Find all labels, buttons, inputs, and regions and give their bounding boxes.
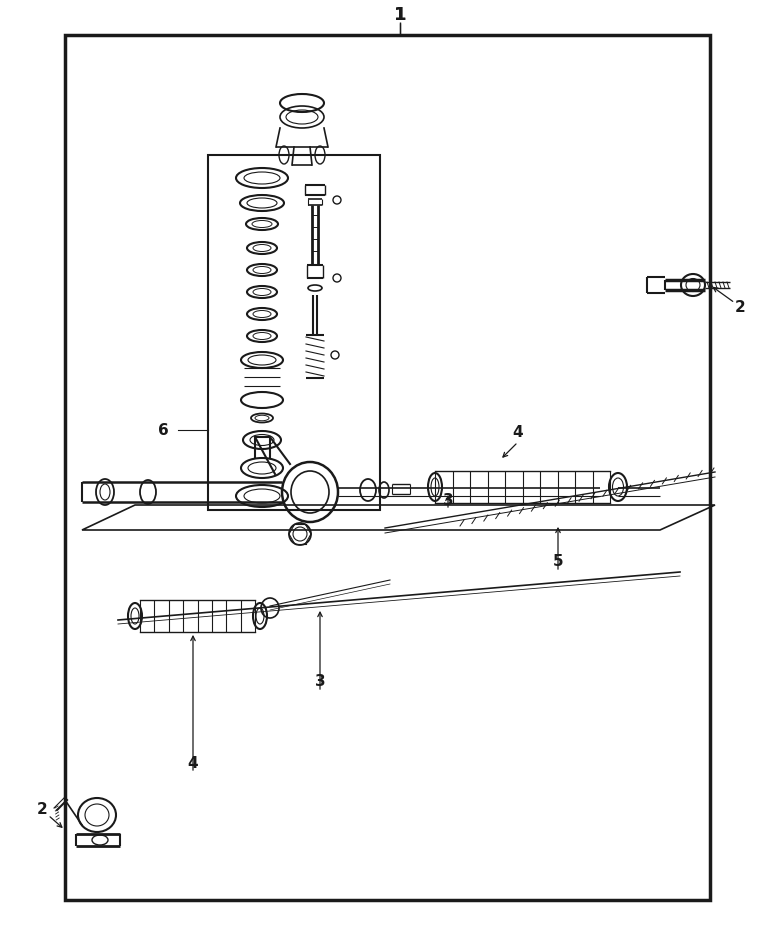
Bar [65, 35, 710, 900]
Text: 1: 1 [393, 6, 407, 24]
Text: 3: 3 [443, 493, 453, 508]
Text: 2: 2 [36, 803, 47, 818]
Bar [208, 155, 380, 510]
Text: 3: 3 [315, 675, 325, 690]
Text: 4: 4 [512, 425, 523, 440]
Text: 2: 2 [734, 301, 745, 316]
Text: 4: 4 [188, 756, 199, 771]
Text: 1: 1 [393, 6, 407, 24]
Text: 6: 6 [158, 422, 169, 437]
Text: 5: 5 [553, 555, 564, 570]
